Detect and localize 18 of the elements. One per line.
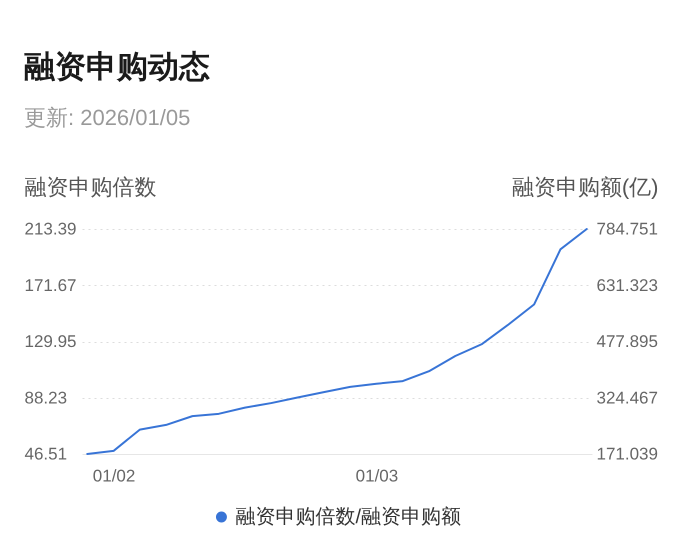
chart-subtitle: 更新: 2026/01/05: [24, 105, 190, 130]
y2-tick-label: 784.751: [596, 220, 658, 238]
x-tick-label: 01/02: [92, 466, 136, 486]
y2-tick-label: 324.467: [596, 388, 658, 408]
y2-tick-label: 171.039: [596, 444, 658, 464]
y-tick-label: 129.95: [24, 332, 76, 351]
y-axis-title: 融资申购倍数: [24, 174, 156, 200]
y-tick-label: 213.39: [24, 220, 76, 238]
y2-tick-label: 477.895: [596, 332, 658, 351]
x-tick-label: 01/03: [356, 466, 398, 486]
y-tick-label: 88.23: [24, 388, 68, 408]
legend-label: 融资申购倍数/融资申购额: [235, 506, 462, 528]
y-tick-label: 171.67: [24, 276, 76, 295]
y2-tick-label: 631.323: [596, 276, 658, 295]
chart-title: 融资申购动态: [24, 49, 210, 84]
y2-axis-title: 融资申购额(亿): [512, 174, 658, 200]
line-series: [86, 228, 588, 455]
y-tick-label: 46.51: [24, 444, 68, 464]
